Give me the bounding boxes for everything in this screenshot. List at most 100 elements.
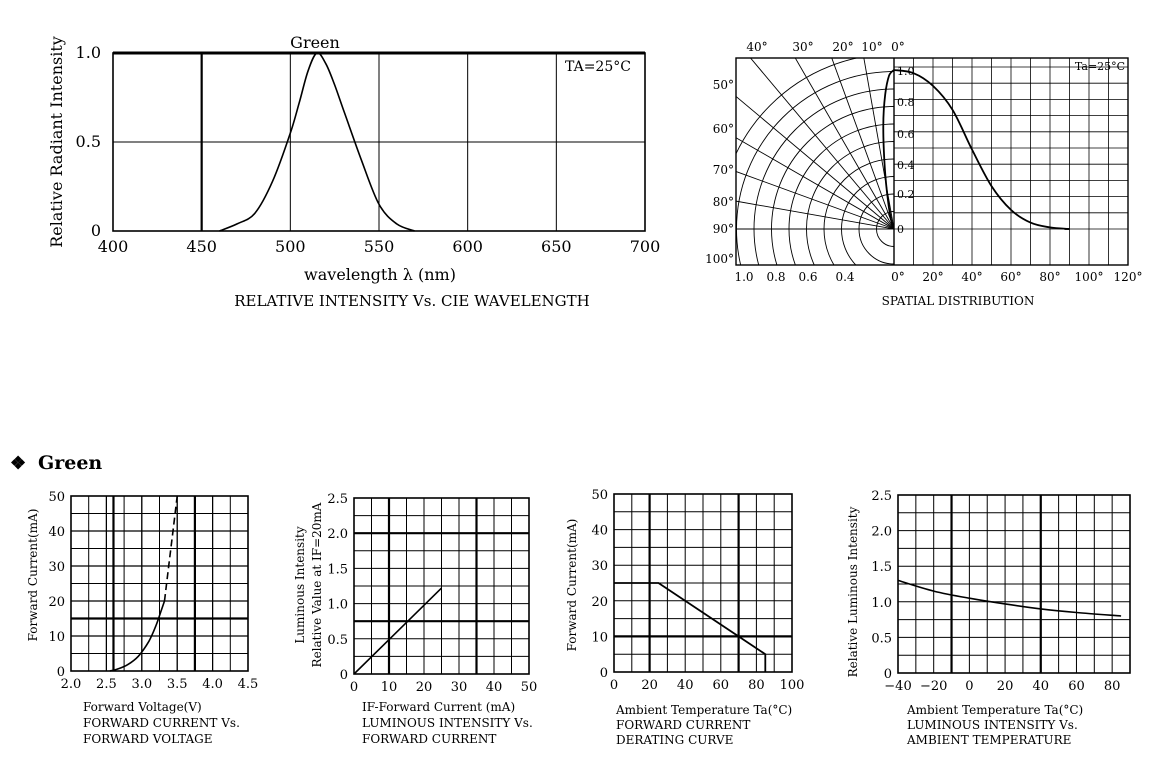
bottom-angle-label: 60° [1000,270,1021,284]
radial-label: 0.6 [897,128,915,141]
polar-spoke [863,58,894,230]
y-tick-label: 2.0 [871,525,892,540]
radial-label: 0.4 [897,159,915,172]
caption-line: Ambient Temperature Ta(°C) [906,703,1083,717]
radial-label: 1.0 [897,65,915,78]
caption-line: AMBIENT TEMPERATURE [906,733,1071,747]
iv-curve-extrapolated [163,495,178,602]
bottom-angle-label: 100° [1075,270,1104,284]
y-tick-label: 0 [340,668,348,683]
x-tick-label: 60 [713,678,730,693]
angle-label: 80° [713,195,734,209]
polar-spoke [736,200,894,230]
x-tick-label: −40 [884,679,911,694]
y-tick-label: 1.0 [76,43,101,62]
bottom-scale-label: 1.0 [734,270,753,284]
polar-spoke [794,58,894,230]
x-tick-label: 40 [1032,679,1049,694]
y-tick-label: 0 [884,667,892,682]
caption-line: FORWARD VOLTAGE [83,732,212,746]
y-tick-label: 1.0 [327,598,348,613]
x-tick-label: 4.5 [238,677,259,692]
caption-line: LUMINOUS INTENSITY Vs. [907,718,1078,732]
caption-line: LUMINOUS INTENSITY Vs. [362,716,533,730]
luminous-line [353,587,443,675]
y-axis-label: Relative Luminous Intensity [846,506,860,677]
caption-line: Ambient Temperature Ta(°C) [615,703,792,717]
radial-label: 0 [897,223,904,236]
x-tick-label: 700 [630,237,661,256]
x-tick-label: 500 [275,237,306,256]
radial-label: 0.8 [897,96,915,109]
angle-label: 10° [861,40,882,54]
caption-line: FORWARD CURRENT Vs. [83,716,240,730]
y-tick-label: 2.5 [327,492,348,507]
x-tick-label: 550 [364,237,395,256]
x-tick-label: −20 [920,679,947,694]
x-tick-label: 400 [98,237,129,256]
x-tick-label: 2.5 [96,677,117,692]
x-tick-label: 650 [541,237,572,256]
x-tick-label: 40 [677,678,694,693]
x-tick-label: 10 [381,680,398,695]
angle-label: 20° [832,40,853,54]
y-tick-label: 0.5 [871,631,892,646]
x-tick-label: 30 [451,680,468,695]
series-label: Green [290,33,340,52]
spectrum-curve [219,52,415,232]
y-tick-label: 2.0 [327,527,348,542]
condition-label: Ta=25°C [1075,60,1125,73]
x-tick-label: 20 [416,680,433,695]
angle-label: 70° [713,163,734,177]
x-tick-label: 80 [748,678,765,693]
angle-label: 0° [891,40,905,54]
y-tick-label: 50 [591,488,608,503]
intensity-vs-temperature-chart: −40 −20 0 20 40 60 80 0 0.5 1.0 1.5 2.0 2.5 Ambient T… [846,489,1131,747]
y-tick-label: 30 [48,560,65,575]
y-tick-label: 1.5 [871,560,892,575]
y-tick-label: 10 [48,630,65,645]
polar-spoke [831,58,894,230]
bottom-angle-label: 20° [922,270,943,284]
bottom-angle-label: 40° [961,270,982,284]
bottom-scale-label: 0.8 [766,270,785,284]
derating-chart: 0 20 40 60 80 100 0 10 20 30 40 50 Ambient Temperatu… [565,488,804,747]
polar-spoke [736,95,894,230]
x-tick-label: 0 [350,680,358,695]
y-tick-label: 0.5 [76,132,101,151]
x-tick-label: 40 [486,680,503,695]
angle-label: 60° [713,122,734,136]
y-tick-label: 20 [591,595,608,610]
section-bullet: ❖ [10,453,26,474]
x-tick-label: 100 [780,678,805,693]
chart-title: RELATIVE INTENSITY Vs. CIE WAVELENGTH [234,292,590,310]
x-tick-label: 2.0 [61,677,82,692]
condition-label: TA=25°C [565,59,631,75]
y-tick-label: 40 [48,525,65,540]
section-title: Green [38,452,102,474]
chart-title: SPATIAL DISTRIBUTION [882,294,1035,308]
x-tick-label: 3.0 [131,677,152,692]
bottom-scale-label: 0.6 [798,270,817,284]
plot-frame [70,495,249,672]
y-tick-label: 30 [591,559,608,574]
y-tick-label: 0 [57,665,65,680]
y-tick-label: 50 [48,490,65,505]
plot-frame [353,497,530,675]
lobe-curve-left [882,69,895,230]
x-tick-label: 0 [965,679,973,694]
caption-line: FORWARD CURRENT [362,732,496,746]
spectrum-chart: 400 450 500 550 600 650 700 0 0.5 1.0 Green TA=25°C… [47,33,660,310]
y-tick-label: 0 [600,666,608,681]
x-axis-label: wavelength λ (nm) [304,265,456,284]
angle-label: 50° [713,78,734,92]
x-tick-label: 60 [1068,679,1085,694]
cartesian-grid [894,58,1129,265]
caption-line: IF-Forward Current (mA) [362,700,515,714]
y-tick-label: 40 [591,524,608,539]
section-heading: ❖ Green [10,452,102,474]
caption-line: FORWARD CURRENT [616,718,750,732]
angle-label: 100° [705,252,734,266]
distribution-curve-right [893,69,1070,230]
